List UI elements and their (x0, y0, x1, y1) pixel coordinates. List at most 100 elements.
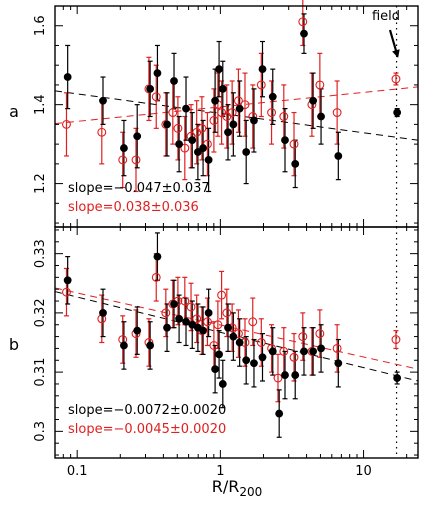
data-point-red-top (173, 123, 183, 133)
data-point-red-bottom (151, 272, 161, 282)
data-point-red-top (180, 143, 190, 153)
y-tick-label-bottom: 0.3 (33, 421, 48, 442)
data-point-black-top (334, 152, 343, 160)
data-point-red-top (256, 80, 266, 90)
data-point-red-bottom (391, 335, 401, 344)
data-point-black-top (242, 148, 251, 156)
y-tick-label-top: 1.6 (33, 15, 48, 36)
slope-black-top: slope=−0.047±0.037 (68, 181, 210, 196)
y-tick-label-top: 1.4 (33, 94, 48, 115)
data-point-red-bottom (298, 332, 308, 342)
data-point-red-top (131, 155, 141, 165)
data-point-black-top (63, 73, 72, 81)
data-point-black-top (188, 136, 197, 145)
data-point-black-bottom (334, 359, 343, 368)
data-point-red-bottom (62, 287, 71, 297)
data-point-black-top (281, 136, 289, 145)
data-point-red-bottom (332, 343, 342, 353)
data-point-black-top (99, 96, 107, 105)
field-arrow-icon (388, 29, 400, 58)
x-tick-label: 10 (355, 464, 372, 479)
data-point-black-top (258, 65, 267, 74)
data-point-black-bottom (146, 341, 155, 350)
data-point-black-bottom (120, 341, 128, 350)
data-point-red-bottom (180, 296, 190, 306)
data-point-black-bottom (250, 359, 258, 368)
data-point-red-bottom (202, 317, 212, 327)
data-point-black-bottom (99, 308, 107, 317)
data-point-red-top (233, 96, 243, 106)
data-point-black-bottom (204, 308, 213, 317)
data-point-black-top (218, 84, 227, 93)
x-axis-label-subscript: 200 (239, 485, 262, 499)
data-point-red-top (267, 108, 277, 118)
data-point-red-top (197, 123, 207, 133)
data-point-black-bottom (268, 347, 277, 356)
data-point-red-top (298, 17, 308, 27)
data-point-red-top (168, 108, 178, 118)
slope-red-bottom: slope=−0.0045±0.0020 (68, 422, 226, 437)
data-point-red-top (97, 127, 107, 137)
data-point-black-top (182, 104, 190, 113)
data-point-black-top (204, 156, 213, 164)
data-point-black-top (133, 132, 142, 141)
fit-line-red-top (54, 86, 419, 125)
data-point-black-top (199, 144, 207, 152)
fit-line-black-top (54, 90, 419, 141)
data-point-black-bottom (218, 380, 227, 388)
data-point-red-bottom (213, 320, 223, 330)
data-point-red-bottom (289, 352, 299, 362)
data-point-black-bottom (317, 344, 325, 353)
y-tick-label-bottom: 0.31 (33, 358, 48, 387)
data-point-black-bottom (300, 347, 308, 356)
data-point-black-top (224, 128, 232, 137)
data-point-black-top (211, 96, 220, 105)
data-point-black-top (215, 65, 223, 74)
data-point-red-bottom (217, 290, 227, 300)
data-point-red-bottom (192, 314, 202, 324)
data-point-black-top (170, 77, 178, 85)
data-point-red-bottom (279, 346, 289, 356)
data-point-red-top (118, 155, 128, 165)
data-point-black-top (163, 120, 171, 129)
data-point-red-top (202, 139, 212, 149)
plot-frame-bottom (54, 226, 419, 459)
slope-black-bottom: slope=−0.0072±0.0020 (68, 403, 226, 418)
data-point-red-top (151, 92, 161, 102)
data-point-red-top (332, 108, 342, 118)
data-point-black-top (250, 116, 258, 125)
data-point-red-top (62, 119, 71, 129)
y-axis-label-bottom: b (9, 335, 19, 354)
data-point-black-bottom (170, 300, 178, 308)
data-point-black-top (175, 140, 183, 149)
field-label: field (372, 9, 400, 24)
data-point-black-bottom (182, 317, 190, 326)
data-point-red-top (240, 100, 250, 110)
y-tick-label-top: 1.2 (33, 173, 48, 194)
data-point-black-bottom (275, 409, 284, 418)
data-point-black-bottom (281, 371, 289, 379)
data-point-red-top (315, 80, 325, 90)
data-point-black-top (300, 29, 308, 38)
data-point-black-top (317, 112, 325, 121)
data-point-red-top (289, 139, 299, 149)
data-point-black-top (393, 108, 402, 117)
x-axis-label-main: R/R (212, 477, 240, 496)
data-point-black-bottom (235, 338, 244, 347)
data-point-red-bottom (315, 329, 325, 339)
y-axis-label-top: a (9, 102, 19, 121)
data-point-red-top (391, 74, 401, 84)
data-point-red-top (209, 115, 219, 125)
data-point-black-bottom (133, 326, 142, 335)
data-point-black-bottom (229, 332, 238, 341)
data-point-black-bottom (163, 323, 171, 332)
data-point-black-bottom (242, 356, 251, 365)
data-point-black-bottom (153, 252, 162, 261)
data-point-black-top (235, 104, 244, 113)
data-point-black-top (153, 69, 162, 77)
data-point-red-top (227, 108, 237, 118)
data-point-red-bottom (256, 338, 266, 347)
data-point-black-bottom (309, 347, 318, 356)
data-point-black-bottom (199, 326, 207, 335)
